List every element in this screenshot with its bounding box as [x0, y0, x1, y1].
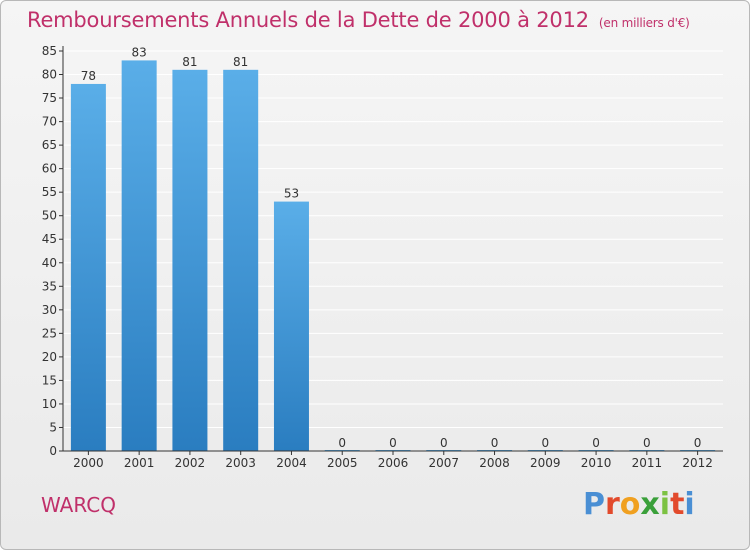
y-tick-label: 55: [42, 185, 57, 199]
data-label-2005: 0: [338, 436, 346, 450]
data-label-2007: 0: [440, 436, 448, 450]
chart-title: Remboursements Annuels de la Dette de 20…: [27, 8, 690, 32]
y-tick-label: 50: [42, 209, 57, 223]
y-tick-label: 35: [42, 279, 57, 293]
data-label-2010: 0: [592, 436, 600, 450]
y-tick-label: 0: [49, 444, 57, 458]
chart-title-text: Remboursements Annuels de la Dette de 20…: [27, 8, 589, 32]
chart-unit: (en milliers d'€): [598, 16, 690, 30]
y-tick-label: 65: [42, 138, 57, 152]
bar-2004: [273, 201, 309, 451]
y-tick-label: 75: [42, 91, 57, 105]
x-tick-label-2000: 2000: [73, 456, 104, 470]
bar-2003: [223, 69, 259, 451]
data-label-2000: 78: [81, 69, 96, 83]
y-tick-label: 10: [42, 397, 57, 411]
y-tick-label: 70: [42, 115, 57, 129]
bar-2001: [121, 60, 157, 451]
x-tick-label-2006: 2006: [378, 456, 409, 470]
data-label-2003: 81: [233, 55, 248, 69]
y-tick-label: 30: [42, 303, 57, 317]
x-tick-label-2005: 2005: [327, 456, 358, 470]
data-label-2006: 0: [389, 436, 397, 450]
y-tick-label: 80: [42, 68, 57, 82]
x-tick-label-2010: 2010: [581, 456, 612, 470]
y-tick-label: 25: [42, 326, 57, 340]
y-tick-label: 5: [49, 420, 57, 434]
y-tick-label: 40: [42, 256, 57, 270]
bar-2000: [70, 83, 106, 452]
bar-2002: [172, 69, 208, 451]
x-tick-label-2001: 2001: [124, 456, 155, 470]
x-tick-label-2012: 2012: [682, 456, 713, 470]
data-label-2011: 0: [643, 436, 651, 450]
commune-name: WARCQ: [41, 493, 116, 517]
y-tick-label: 60: [42, 162, 57, 176]
data-label-2009: 0: [541, 436, 549, 450]
data-label-2002: 81: [182, 55, 197, 69]
x-tick-label-2004: 2004: [276, 456, 307, 470]
x-tick-label-2007: 2007: [428, 456, 459, 470]
y-tick-label: 20: [42, 350, 57, 364]
y-tick-label: 45: [42, 232, 57, 246]
x-tick-label-2003: 2003: [225, 456, 256, 470]
x-tick-label-2009: 2009: [530, 456, 561, 470]
data-label-2012: 0: [694, 436, 702, 450]
x-tick-label-2008: 2008: [479, 456, 510, 470]
y-tick-label: 15: [42, 373, 57, 387]
x-tick-label-2002: 2002: [175, 456, 206, 470]
proxiti-logo: Proxiti: [583, 487, 695, 522]
data-label-2001: 83: [132, 45, 147, 59]
data-label-2008: 0: [491, 436, 499, 450]
x-tick-label-2011: 2011: [632, 456, 663, 470]
data-label-2004: 53: [284, 187, 299, 201]
y-tick-label: 85: [42, 44, 57, 58]
